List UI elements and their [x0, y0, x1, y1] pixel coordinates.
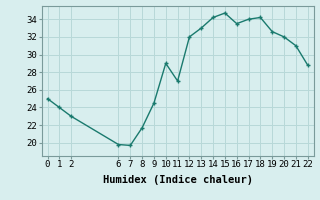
X-axis label: Humidex (Indice chaleur): Humidex (Indice chaleur)	[103, 175, 252, 185]
